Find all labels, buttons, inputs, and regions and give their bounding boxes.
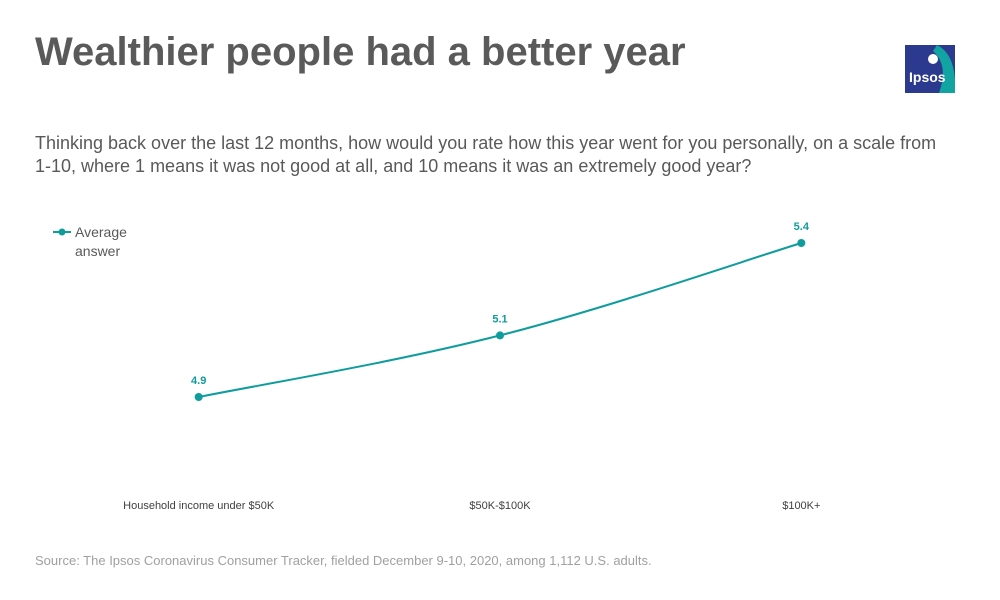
point <box>194 393 203 401</box>
logo-art <box>928 45 955 93</box>
legend-label: Average answer <box>75 224 127 259</box>
data-label: 4.9 <box>191 375 206 387</box>
data-label: 5.1 <box>492 313 507 325</box>
chart-subtitle: Thinking back over the last 12 months, h… <box>35 133 937 176</box>
x-tick-label: $100K+ <box>782 500 820 512</box>
data-label: 5.4 <box>794 221 810 233</box>
logo: Ipsos <box>905 45 955 93</box>
legend-marker <box>58 228 66 236</box>
x-tick-label: $50K-$100K <box>469 500 531 512</box>
point <box>797 239 806 247</box>
chart-title: Wealthier people had a better year <box>35 30 686 74</box>
point <box>496 331 504 340</box>
x-tick-label: Household income under $50K <box>123 500 275 512</box>
source-note: Source: The Ipsos Coronavirus Consumer T… <box>35 553 652 568</box>
logo-text: Ipsos <box>909 69 946 85</box>
